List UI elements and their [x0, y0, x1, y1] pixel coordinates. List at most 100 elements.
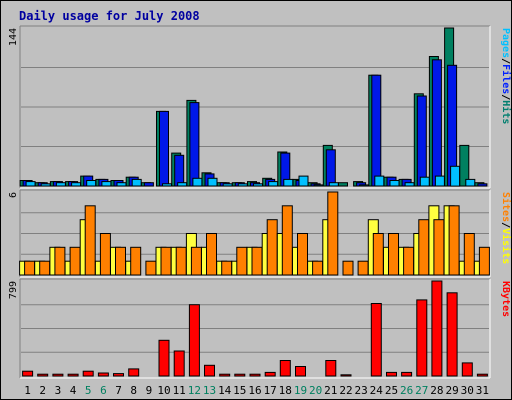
bar-sites-day-5 — [84, 205, 96, 276]
x-tick-label: 31 — [476, 384, 489, 397]
bar-kbytes-day-28 — [431, 280, 443, 377]
x-tick-label: 30 — [461, 384, 474, 397]
bar-kbytes-day-14 — [219, 373, 231, 377]
x-tick-label: 23 — [354, 384, 367, 397]
bar-pages-day-5 — [86, 180, 97, 187]
x-tick-label: 17 — [264, 384, 277, 397]
bar-pages-day-23 — [359, 184, 370, 187]
bar-sites-day-30 — [463, 233, 475, 276]
bar-sites-day-28 — [433, 219, 445, 276]
bar-kbytes-day-29 — [446, 292, 458, 377]
bar-files-day-28 — [431, 59, 442, 187]
legend-label: / — [500, 94, 511, 100]
bar-pages-day-10 — [162, 183, 172, 187]
bar-sites-day-20 — [312, 260, 324, 276]
legend-labels: Sites/Visits — [500, 192, 512, 264]
bar-kbytes-day-6 — [97, 372, 109, 377]
bar-kbytes-day-5 — [82, 370, 94, 377]
bar-kbytes-day-18 — [279, 360, 291, 377]
bar-pages-day-29 — [450, 165, 461, 187]
x-tick-label: 14 — [218, 384, 232, 397]
bar-pages-day-12 — [192, 177, 203, 187]
bar-sites-day-24 — [372, 233, 384, 276]
bar-kbytes-day-3 — [52, 373, 64, 377]
bar-sites-day-31 — [478, 246, 490, 276]
bar-pages-day-3 — [55, 182, 66, 187]
bar-sites-day-21 — [327, 191, 339, 276]
bar-files-day-9 — [143, 182, 154, 187]
x-tick-label: 18 — [279, 384, 292, 397]
x-tick-label: 25 — [385, 384, 398, 397]
bar-sites-day-25 — [388, 233, 399, 276]
bar-sites-day-29 — [448, 205, 460, 276]
bar-pages-day-30 — [465, 178, 476, 187]
bar-pages-day-27 — [419, 176, 430, 187]
bar-kbytes-day-30 — [461, 362, 473, 377]
bar-kbytes-day-25 — [386, 371, 397, 377]
x-tick-label: 19 — [294, 384, 307, 397]
bar-pages-day-7 — [116, 182, 127, 187]
x-tick-label: 24 — [370, 384, 384, 397]
x-tick-label: 3 — [55, 384, 62, 397]
bar-kbytes-day-16 — [249, 373, 261, 377]
bar-files-day-31 — [477, 183, 488, 187]
bar-sites-day-8 — [130, 246, 142, 276]
x-tick-label: 7 — [115, 384, 122, 397]
x-tick-label: 12 — [188, 384, 201, 397]
bar-sites-day-17 — [266, 219, 278, 276]
chart-title: Daily usage for July 2008 — [19, 9, 200, 23]
bar-kbytes-day-7 — [113, 373, 124, 377]
legend-label: KBytes — [500, 281, 511, 317]
bar-kbytes-day-24 — [370, 303, 382, 377]
bar-pages-day-13 — [207, 177, 218, 187]
legend-label: / — [500, 222, 511, 228]
x-tick-label: 26 — [400, 384, 413, 397]
legend-labels: KBytes — [500, 281, 511, 317]
bar-kbytes-day-1 — [22, 370, 34, 377]
bar-pages-day-17 — [268, 181, 279, 187]
bar-pages-day-4 — [71, 182, 82, 187]
bar-sites-day-26 — [403, 246, 415, 276]
bar-files-day-11 — [174, 154, 185, 187]
x-tick-label: 29 — [445, 384, 458, 397]
bar-pages-day-19 — [298, 175, 309, 187]
bar-kbytes-day-21 — [325, 360, 337, 377]
legend-label: Hits — [500, 100, 512, 124]
bar-kbytes-day-26 — [401, 371, 413, 377]
bar-kbytes-day-12 — [188, 304, 200, 377]
bar-sites-day-9 — [145, 260, 157, 276]
x-tick-label: 4 — [70, 384, 77, 397]
bar-sites-day-7 — [115, 246, 126, 276]
bar-kbytes-day-15 — [234, 373, 246, 377]
legend-label: Sites — [500, 192, 512, 222]
x-tick-label: 15 — [233, 384, 246, 397]
bar-pages-day-2 — [40, 183, 51, 187]
x-tick-label: 27 — [415, 384, 428, 397]
bar-pages-day-28 — [434, 175, 445, 187]
y-max-label: 799 — [8, 281, 19, 299]
x-tick-label: 2 — [39, 384, 46, 397]
x-tick-label: 20 — [309, 384, 322, 397]
bar-sites-day-27 — [418, 219, 430, 276]
bar-kbytes-day-17 — [264, 371, 276, 377]
bar-sites-day-6 — [99, 233, 111, 276]
legend-label: Visits — [500, 228, 512, 264]
bar-sites-day-13 — [206, 233, 217, 276]
bar-pages-day-21 — [328, 182, 339, 187]
legend-label: Files — [500, 64, 512, 94]
bar-files-day-12 — [189, 102, 200, 187]
bar-sites-day-19 — [297, 233, 308, 276]
bar-pages-day-16 — [253, 183, 263, 187]
panel-top: 144 Pages/Files/Hits — [8, 25, 512, 189]
bar-kbytes-day-10 — [158, 339, 170, 377]
bar-sites-day-10 — [160, 246, 172, 276]
bar-kbytes-day-27 — [416, 299, 428, 377]
legend-labels: Pages/Files/Hits — [500, 28, 512, 124]
bar-kbytes-day-19 — [295, 366, 306, 377]
x-tick-label: 21 — [324, 384, 337, 397]
bar-sites-day-23 — [357, 260, 369, 276]
bar-sites-day-22 — [342, 260, 354, 276]
